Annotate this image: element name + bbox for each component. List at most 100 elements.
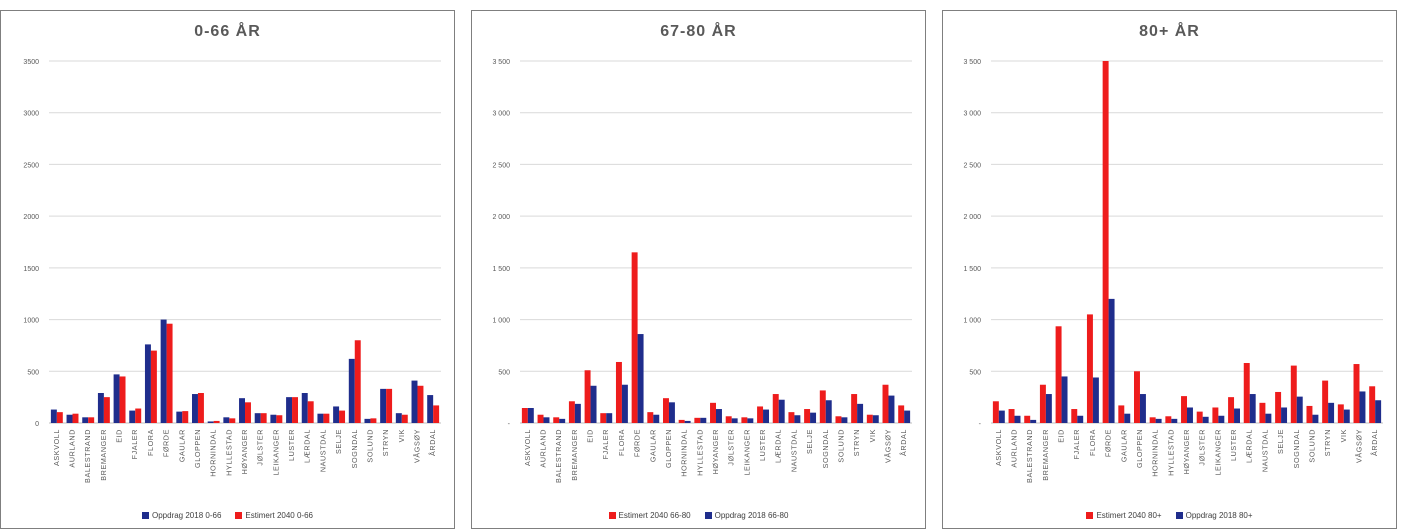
bar bbox=[631, 252, 638, 423]
x-tick-label: GAULAR bbox=[1119, 429, 1128, 462]
legend-swatch bbox=[608, 512, 616, 519]
bar bbox=[433, 405, 440, 423]
bar bbox=[584, 370, 591, 423]
x-tick-label: ÅRDAL bbox=[899, 429, 908, 456]
y-tick-label: - bbox=[979, 421, 982, 428]
legend-label: Oppdrag 2018 0-66 bbox=[152, 511, 222, 520]
x-tick-label: SOGNDAL bbox=[1292, 429, 1301, 468]
y-tick-label: 3000 bbox=[23, 111, 39, 118]
x-tick-label: HYLLESTAD bbox=[695, 429, 704, 476]
legend-label: Oppdrag 2018 80+ bbox=[1185, 511, 1253, 520]
x-tick-label: LÆRDAL bbox=[774, 429, 783, 463]
bar bbox=[741, 417, 748, 423]
x-tick-label: LEIKANGER bbox=[271, 429, 280, 476]
bar bbox=[197, 393, 204, 423]
y-tick-label: 1 000 bbox=[492, 318, 510, 325]
x-tick-label: VÅGSØY bbox=[1354, 429, 1363, 463]
bar bbox=[600, 413, 607, 423]
bar bbox=[150, 350, 157, 423]
bar bbox=[88, 417, 95, 423]
bar bbox=[160, 319, 167, 423]
x-tick-label: HØYANGER bbox=[1182, 429, 1191, 474]
bar bbox=[1108, 298, 1115, 423]
bar bbox=[1196, 411, 1203, 423]
bar bbox=[339, 410, 346, 423]
bar bbox=[574, 403, 581, 423]
legend-swatch bbox=[1086, 512, 1094, 519]
bar bbox=[851, 394, 858, 423]
x-tick-label: SOLUND bbox=[1307, 429, 1316, 463]
x-tick-label: FØRDE bbox=[633, 429, 642, 457]
bar bbox=[1061, 376, 1068, 423]
legend-item: Estimert 2040 0-66 bbox=[235, 511, 313, 520]
bar bbox=[1014, 415, 1021, 423]
bar-chart-80-plus: - 500 1 000 1 500 2 000 2 500 3 000 3 500 ASKVOL… bbox=[963, 59, 1383, 483]
y-tick-label: 2 500 bbox=[963, 162, 981, 169]
bar bbox=[254, 413, 261, 423]
bar bbox=[857, 403, 864, 423]
bar bbox=[1077, 415, 1084, 423]
x-tick-label: SOLUND bbox=[365, 429, 374, 463]
bar bbox=[1134, 371, 1140, 423]
x-tick-label: ÅRDAL bbox=[428, 429, 437, 456]
x-tick-label: FLORA bbox=[1088, 429, 1097, 456]
x-tick-label: AURLAND bbox=[68, 429, 77, 468]
bar bbox=[411, 380, 418, 423]
x-tick-label: VIK bbox=[868, 429, 877, 442]
bar bbox=[647, 412, 654, 423]
x-tick-label: FJALER bbox=[1072, 429, 1081, 459]
x-tick-label: FJALER bbox=[130, 429, 139, 459]
x-tick-label: LEIKANGER bbox=[1213, 429, 1222, 476]
legend-label: Estimert 2040 66-80 bbox=[618, 511, 691, 520]
bar bbox=[1306, 405, 1313, 423]
bar bbox=[1275, 391, 1282, 423]
x-tick-label: LUSTER bbox=[758, 429, 767, 461]
bar bbox=[841, 417, 848, 423]
bar bbox=[757, 406, 764, 423]
bar bbox=[395, 413, 402, 423]
bar bbox=[1124, 413, 1131, 423]
bar bbox=[1228, 397, 1235, 423]
x-tick-label: GAULAR bbox=[177, 429, 186, 462]
bar bbox=[1281, 407, 1288, 423]
bar bbox=[537, 414, 544, 423]
x-tick-label: NAUSTDAL bbox=[1260, 429, 1269, 472]
legend-item: Oppdrag 2018 66-80 bbox=[704, 511, 788, 520]
bar bbox=[1296, 396, 1303, 423]
bar bbox=[1265, 413, 1272, 423]
y-tick-label: 3 000 bbox=[492, 111, 510, 118]
bar bbox=[56, 412, 63, 423]
bar bbox=[904, 410, 911, 423]
bar bbox=[898, 405, 905, 423]
bar bbox=[1187, 407, 1193, 423]
chart-panel-80-plus: 80+ ÅR - 500 1 000 1 500 2 000 2 500 3 000 3 50… bbox=[942, 10, 1397, 529]
chart-panel-0-66: 0-66 ÅR 0 500 1000 1500 2000 2500 3000 3500 ASKV… bbox=[0, 10, 455, 529]
bar bbox=[72, 413, 79, 423]
bar bbox=[1243, 363, 1250, 423]
bar bbox=[1218, 415, 1225, 423]
y-tick-label: 2 500 bbox=[492, 162, 510, 169]
x-tick-label: VÅGSØY bbox=[412, 429, 421, 463]
x-tick-label: EID bbox=[115, 429, 124, 443]
x-tick-label: BALESTRAND bbox=[83, 429, 92, 483]
bar bbox=[276, 415, 283, 423]
x-tick-label: VIK bbox=[397, 429, 406, 442]
bar bbox=[1249, 394, 1256, 423]
y-tick-label: 1 500 bbox=[963, 266, 981, 273]
y-tick-label: 2500 bbox=[23, 162, 39, 169]
bar bbox=[182, 411, 189, 423]
y-tick-label: 0 bbox=[35, 421, 39, 428]
x-tick-label: FJALER bbox=[601, 429, 610, 459]
bar bbox=[553, 417, 560, 423]
bar bbox=[637, 334, 644, 423]
x-tick-label: BREMANGER bbox=[570, 429, 579, 481]
bar-chart-0-66: 0 500 1000 1500 2000 2500 3000 3500 ASKVOLL AURLA… bbox=[23, 59, 441, 483]
y-tick-label: 2 000 bbox=[963, 214, 981, 221]
bar bbox=[998, 410, 1005, 423]
y-tick-label: 500 bbox=[969, 369, 981, 376]
bar bbox=[323, 413, 330, 423]
bar bbox=[50, 409, 57, 423]
x-tick-label: STRYN bbox=[852, 429, 861, 456]
x-tick-label: HYLLESTAD bbox=[1166, 429, 1175, 476]
legend-swatch bbox=[1175, 512, 1183, 519]
